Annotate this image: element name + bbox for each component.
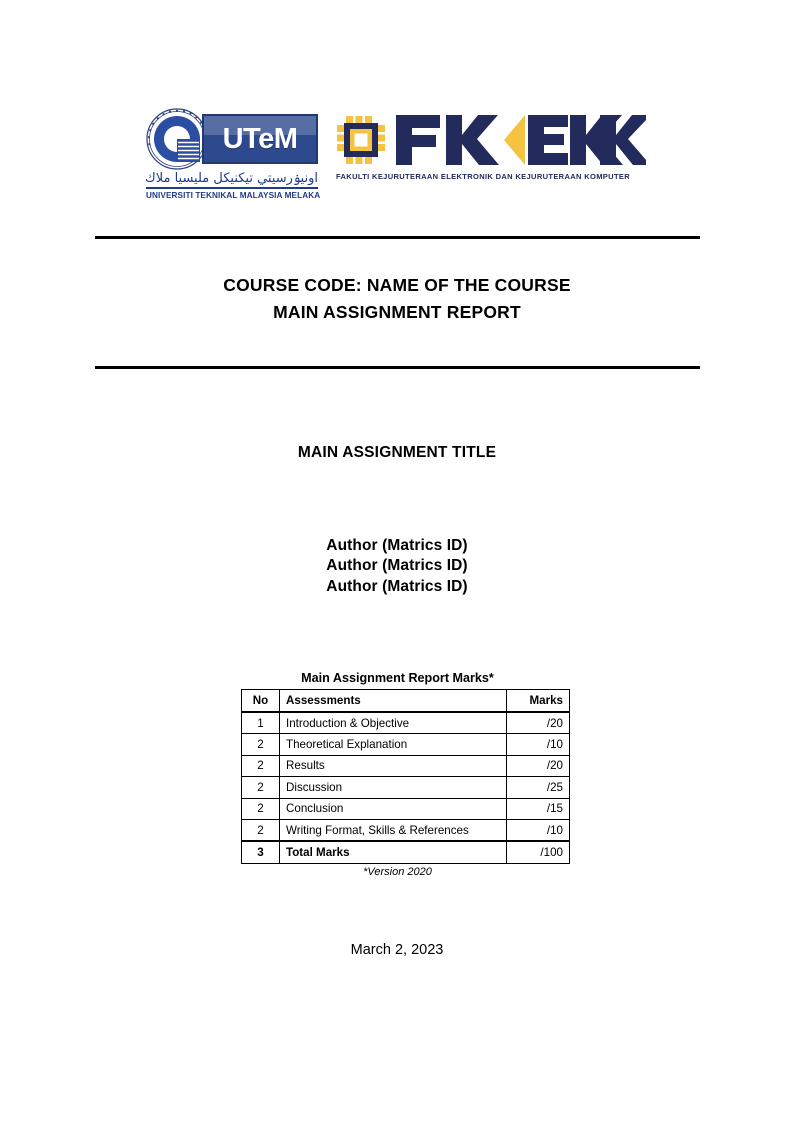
cell-no: 2 — [241, 733, 280, 756]
cell-assessment: Writing Format, Skills & References — [279, 818, 507, 842]
header-rule-bottom — [95, 366, 700, 369]
table-row: 2 Writing Format, Skills & References /1… — [241, 818, 570, 842]
author-line: Author (Matrics ID) — [326, 537, 468, 554]
marks-table: No Assessments Marks 1 Introduction & Ob… — [241, 689, 570, 864]
cell-no: 2 — [241, 754, 280, 778]
cell-assessment: Introduction & Objective — [279, 711, 507, 735]
assignment-title: MAIN ASSIGNMENT TITLE — [297, 444, 497, 461]
author-line: Author (Matrics ID) — [326, 557, 468, 575]
cell-assessment: Discussion — [279, 776, 507, 799]
fkekk-wordmark — [394, 111, 646, 169]
utem-wordmark-text: UTeM — [222, 122, 298, 155]
course-title-block: COURSE CODE: NAME OF THE COURSE MAIN ASS… — [0, 272, 794, 326]
marks-table-block: Main Assignment Report Marks* No Assessm… — [241, 670, 570, 880]
document-date: March 2, 2023 — [350, 942, 444, 958]
cell-no: 2 — [241, 818, 280, 842]
authors-block: Author (Matrics ID) Author (Matrics ID) … — [0, 536, 794, 597]
report-type-line: MAIN ASSIGNMENT REPORT — [273, 302, 521, 322]
utem-wordmark-box: UTeM — [202, 114, 318, 164]
cell-no: 1 — [241, 711, 280, 735]
marks-table-caption: Main Assignment Report Marks* — [301, 671, 494, 685]
cell-no: 2 — [241, 776, 280, 799]
table-row: 2 Results /20 — [241, 754, 570, 778]
cell-marks: /25 — [506, 776, 570, 799]
course-code-line: COURSE CODE: NAME OF THE COURSE — [223, 275, 571, 295]
utem-logo-top: UTeM — [146, 108, 318, 170]
cell-marks: /10 — [506, 733, 570, 756]
table-row: 2 Theoretical Explanation /10 — [241, 733, 570, 756]
cell-marks: /15 — [506, 797, 570, 820]
cell-marks: /10 — [506, 818, 570, 842]
cell-assessment: Theoretical Explanation — [279, 733, 507, 756]
logo-band: UTeM اونيۏرسيتي تيكنيكل مليسيا ملاك UNIV… — [0, 108, 794, 208]
author-line: Author (Matrics ID) — [326, 577, 468, 595]
cell-no: 3 — [241, 840, 280, 864]
utem-jawi-text: اونيۏرسيتي تيكنيكل مليسيا ملاك — [145, 171, 318, 186]
column-header-no: No — [241, 689, 280, 713]
table-header-row: No Assessments Marks — [241, 689, 570, 713]
microchip-icon — [336, 115, 386, 165]
cell-no: 2 — [241, 797, 280, 820]
cell-marks: /100 — [506, 840, 570, 864]
table-row: 2 Discussion /25 — [241, 776, 570, 799]
cell-marks: /20 — [506, 754, 570, 778]
fkekk-logo-top — [336, 110, 646, 170]
cell-assessment: Total Marks — [279, 840, 507, 864]
table-row-total: 3 Total Marks /100 — [241, 840, 570, 864]
fkekk-logo: FAKULTI KEJURUTERAAN ELEKTRONIK DAN KEJU… — [336, 108, 648, 182]
column-header-marks: Marks — [506, 689, 570, 713]
table-row: 2 Conclusion /15 — [241, 797, 570, 820]
cell-assessment: Conclusion — [279, 797, 507, 820]
header-rule-top — [95, 236, 700, 239]
version-note: *Version 2020 — [363, 865, 432, 878]
utem-logo: UTeM اونيۏرسيتي تيكنيكل مليسيا ملاك UNIV… — [145, 108, 320, 201]
table-row: 1 Introduction & Objective /20 — [241, 711, 570, 735]
column-header-assessments: Assessments — [279, 689, 507, 713]
utem-seal-icon — [146, 108, 208, 170]
fkekk-subtitle: FAKULTI KEJURUTERAAN ELEKTRONIK DAN KEJU… — [336, 172, 631, 181]
utem-full-name: UNIVERSITI TEKNIKAL MALAYSIA MELAKA — [146, 187, 320, 201]
cell-marks: /20 — [506, 711, 570, 735]
cell-assessment: Results — [279, 754, 507, 778]
